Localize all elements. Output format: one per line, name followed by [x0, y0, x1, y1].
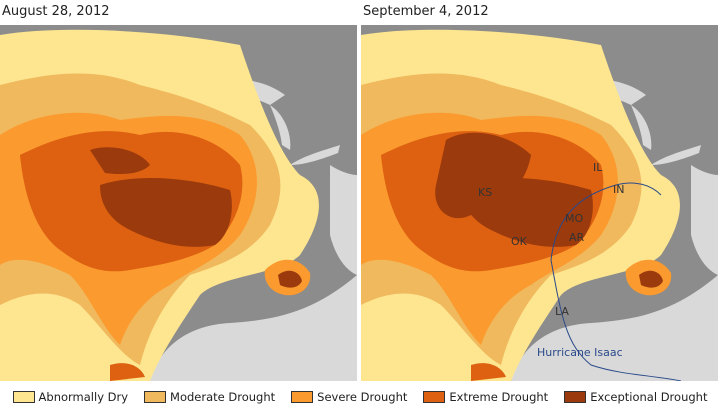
label-in: IN — [613, 183, 624, 196]
legend-label: Exceptional Drought — [590, 390, 708, 404]
map-title-left: August 28, 2012 — [2, 4, 110, 19]
legend-item-severe-drought: Severe Drought — [291, 390, 407, 404]
map-title-right: September 4, 2012 — [363, 4, 489, 19]
label-ks: KS — [478, 186, 492, 199]
label-ar: AR — [569, 231, 585, 244]
drought-map-sep-4: KS OK MO AR IL IN LA Hurricane Isaac — [361, 25, 718, 381]
legend: Abnormally Dry Moderate Drought Severe D… — [0, 390, 720, 404]
legend-label: Severe Drought — [317, 390, 408, 404]
legend-swatch — [12, 391, 35, 403]
label-mo: MO — [565, 212, 583, 225]
legend-swatch — [291, 391, 314, 403]
exceptional-drought-kansas — [435, 132, 531, 219]
legend-label: Extreme Drought — [449, 390, 549, 404]
label-ok: OK — [511, 235, 528, 248]
hurricane-isaac-track-north — [550, 182, 662, 261]
legend-item-extreme-drought: Extreme Drought — [423, 390, 548, 404]
legend-swatch — [144, 391, 167, 403]
map-right-svg: KS OK MO AR IL IN LA Hurricane Isaac — [361, 25, 718, 381]
hurricane-isaac-track — [550, 259, 682, 381]
legend-item-exceptional-drought: Exceptional Drought — [564, 390, 707, 404]
drought-map-aug-28 — [0, 25, 357, 381]
legend-label: Moderate Drought — [170, 390, 276, 404]
label-hurricane-isaac: Hurricane Isaac — [537, 346, 623, 359]
label-il: IL — [593, 161, 603, 174]
map-left-svg — [0, 25, 357, 381]
legend-swatch — [564, 391, 587, 403]
legend-swatch — [423, 391, 446, 403]
legend-label: Abnormally Dry — [38, 390, 129, 404]
legend-item-moderate-drought: Moderate Drought — [144, 390, 275, 404]
legend-item-abnormally-dry: Abnormally Dry — [12, 390, 129, 404]
label-la: LA — [555, 305, 569, 318]
